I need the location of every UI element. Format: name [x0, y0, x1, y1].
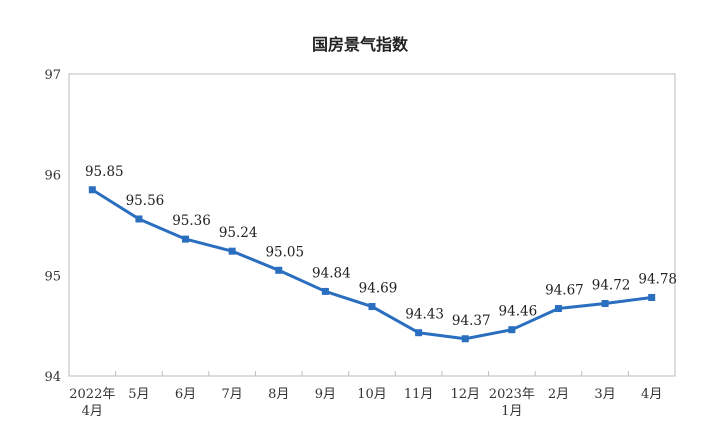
- y-tick-label: 97: [44, 68, 61, 83]
- data-point: [554, 305, 562, 313]
- y-tick-label: 96: [44, 169, 61, 184]
- data-point: [415, 329, 423, 337]
- x-tick-label: 7月: [222, 387, 243, 402]
- y-tick-label: 95: [44, 269, 61, 284]
- x-tick-label: 4月: [641, 387, 662, 402]
- x-tick-label: 8月: [268, 387, 289, 402]
- data-label: 95.05: [265, 244, 304, 260]
- data-label: 94.78: [638, 271, 677, 287]
- data-point: [321, 287, 329, 295]
- data-label: 95.36: [172, 213, 211, 229]
- data-point: [228, 247, 236, 255]
- data-label: 94.69: [359, 281, 398, 297]
- x-tick-label: 1月: [501, 404, 522, 419]
- data-point: [461, 335, 469, 343]
- data-point: [182, 235, 190, 243]
- data-point: [88, 186, 96, 194]
- data-point: [508, 326, 516, 334]
- data-point: [368, 303, 376, 311]
- data-label: 94.84: [312, 265, 351, 281]
- x-tick-label: 11月: [404, 387, 434, 402]
- x-tick-label: 5月: [128, 387, 149, 402]
- x-tick-label: 2月: [548, 387, 569, 402]
- data-label: 95.24: [219, 225, 258, 241]
- x-tick-label: 12月: [450, 387, 480, 402]
- data-point: [135, 215, 143, 223]
- data-point: [601, 300, 609, 308]
- data-label: 94.46: [499, 304, 538, 320]
- data-label: 95.85: [85, 164, 124, 180]
- plot-frame: [68, 73, 676, 377]
- x-tick-label: 2022年: [69, 387, 115, 402]
- data-point: [648, 293, 656, 301]
- x-tick-label: 10月: [357, 387, 387, 402]
- x-tick-label: 2023年: [489, 387, 535, 402]
- y-tick-label: 94: [44, 370, 61, 385]
- x-tick-label: 4月: [82, 404, 103, 419]
- x-tick-label: 3月: [594, 387, 615, 402]
- data-label: 94.72: [592, 278, 631, 294]
- x-tick-label: 6月: [175, 387, 196, 402]
- data-label: 95.56: [126, 193, 165, 209]
- data-point: [275, 266, 283, 274]
- data-label: 94.37: [452, 313, 491, 329]
- data-label: 94.67: [545, 283, 584, 299]
- x-tick-label: 9月: [315, 387, 336, 402]
- chart-title: 国房景气指数: [312, 35, 409, 54]
- data-label: 94.43: [405, 307, 444, 323]
